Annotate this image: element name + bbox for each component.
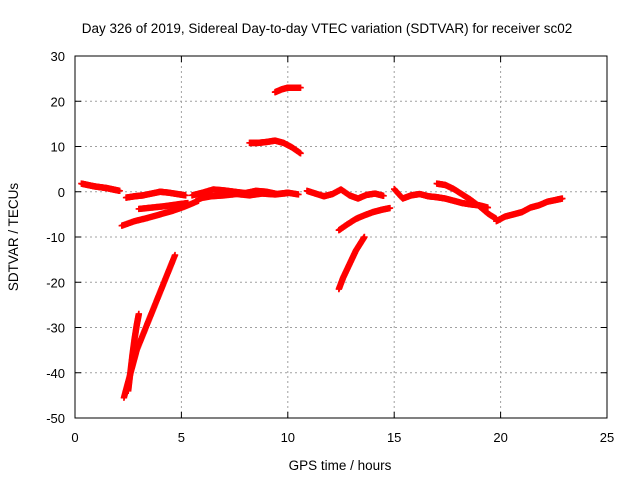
- series-arc-ten: [246, 137, 304, 157]
- series-arc-twenty: [271, 84, 304, 96]
- data-point: [559, 195, 566, 202]
- series-neg-ramp-1: [118, 197, 202, 229]
- data-point: [184, 199, 191, 207]
- grid-lines: [75, 56, 607, 418]
- y-tick-label: -20: [46, 275, 65, 290]
- x-tick-label: 15: [387, 430, 401, 445]
- x-axis-ticks: 0 5 10 15 20 25: [71, 56, 614, 445]
- y-tick-label: 0: [58, 185, 65, 200]
- data-point: [182, 192, 189, 199]
- series-rise-near-zero: [122, 188, 189, 201]
- series-mid-ramp-minus-twenty: [335, 233, 368, 293]
- data-point: [297, 150, 304, 157]
- data-point: [171, 251, 179, 259]
- series-mid-ramp-minus-eight: [335, 204, 394, 234]
- y-axis-label: SDTVAR / TECUs: [6, 183, 21, 292]
- series-neg-ramp-2: [135, 199, 191, 213]
- y-tick-label: -30: [46, 321, 65, 336]
- data-point: [380, 192, 387, 200]
- y-tick-label: 10: [51, 140, 65, 155]
- series-low-arc-inner: [125, 310, 143, 395]
- data-points: [78, 84, 566, 401]
- x-axis-label: GPS time / hours: [289, 458, 392, 473]
- x-tick-label: 20: [493, 430, 507, 445]
- x-tick-label: 10: [281, 430, 295, 445]
- series-late-arc: [433, 180, 500, 223]
- series-mid-near-zero-2: [195, 189, 291, 202]
- data-point: [116, 187, 123, 195]
- y-tick-label: -40: [46, 366, 65, 381]
- series-early-near-zero: [78, 180, 123, 195]
- data-point: [386, 204, 394, 212]
- data-point: [284, 189, 291, 197]
- y-tick-label: 20: [51, 94, 65, 109]
- y-tick-label: -10: [46, 230, 65, 245]
- x-tick-label: 0: [71, 430, 78, 445]
- data-point: [361, 233, 368, 241]
- data-point: [297, 84, 304, 91]
- data-point: [295, 191, 302, 198]
- data-point: [484, 204, 492, 211]
- series-after-gap-zero: [303, 186, 387, 202]
- data-point: [135, 310, 143, 318]
- y-tick-label: 30: [51, 49, 65, 64]
- x-tick-label: 5: [178, 430, 185, 445]
- y-tick-label: -50: [46, 411, 65, 426]
- x-tick-label: 25: [600, 430, 614, 445]
- series-tail: [493, 195, 566, 225]
- chart-title: Day 326 of 2019, Sidereal Day-to-day VTE…: [82, 21, 572, 36]
- y-axis-ticks: -50 -40 -30 -20 -10 0 10 20 30: [46, 49, 607, 426]
